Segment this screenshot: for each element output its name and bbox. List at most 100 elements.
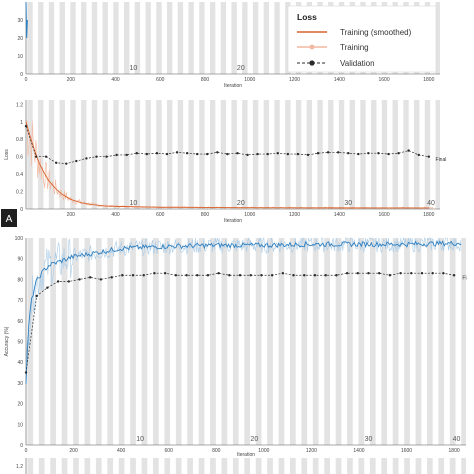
final-label: Fi xyxy=(462,275,466,281)
epoch-band xyxy=(335,458,342,474)
validation-point xyxy=(228,274,231,277)
validation-point xyxy=(417,153,420,157)
legend-label-training-smoothed: Training (smoothed) xyxy=(340,28,412,37)
epoch-band xyxy=(175,458,182,474)
epoch-band xyxy=(301,458,308,474)
validation-point xyxy=(387,152,390,156)
epoch-band xyxy=(232,238,239,445)
validation-point xyxy=(377,271,381,275)
validation-point xyxy=(442,271,445,275)
validation-point xyxy=(427,155,431,158)
validation-point xyxy=(185,274,188,277)
epoch-band xyxy=(59,2,65,74)
epoch-band xyxy=(107,458,114,474)
epoch-band xyxy=(424,100,431,209)
y-tick-label: 50 xyxy=(17,340,23,346)
epoch-band xyxy=(210,458,216,474)
epoch-band xyxy=(263,100,270,209)
validation-point xyxy=(110,276,113,279)
legend-label-validation: Validation xyxy=(340,59,375,68)
epoch-band xyxy=(145,100,151,209)
legend-marker-training xyxy=(309,44,315,50)
validation-point xyxy=(115,153,118,157)
epoch-band xyxy=(102,100,108,209)
tick-label: 1.2 xyxy=(16,464,23,470)
validation-point xyxy=(335,274,338,277)
y-tick-label: 80 xyxy=(17,277,23,283)
validation-point xyxy=(165,152,169,156)
epoch-band xyxy=(38,238,45,445)
epoch-band xyxy=(324,458,330,474)
epoch-band xyxy=(153,458,159,474)
epoch-band xyxy=(312,238,319,445)
y-tick-label: 0.4 xyxy=(16,172,23,178)
epoch-band xyxy=(404,458,410,474)
accuracy-chart: 0 200 400 600 800 1000 1200 1400 1600 1800 0 10 20 30… xyxy=(4,236,467,458)
axes xyxy=(25,100,440,210)
validation-point xyxy=(121,274,124,277)
x-tick-label: 600 xyxy=(156,212,165,218)
epoch-band xyxy=(198,458,205,474)
final-label: Final xyxy=(436,157,447,163)
validation-point xyxy=(125,153,128,157)
y-tick-label: 10 xyxy=(17,422,23,428)
validation-point xyxy=(347,151,350,155)
series-training-smoothed xyxy=(25,239,462,385)
validation-point xyxy=(238,274,242,277)
epoch-band xyxy=(244,458,251,474)
panel-label-box xyxy=(1,209,17,227)
x-tick-label: 1000 xyxy=(244,77,255,83)
epoch-band xyxy=(392,238,399,445)
x-tick-label: 0 xyxy=(25,448,28,454)
validation-point xyxy=(56,280,60,283)
epoch-band xyxy=(27,458,34,474)
validation-point xyxy=(24,371,28,374)
validation-point xyxy=(316,151,320,155)
validation-point xyxy=(431,271,434,275)
x-tick-label: 1000 xyxy=(258,448,269,454)
validation-point xyxy=(34,155,38,158)
validation-point xyxy=(153,271,156,275)
x-tick-label: 1600 xyxy=(378,77,389,83)
epoch-band xyxy=(38,458,45,474)
x-tick-label: 400 xyxy=(111,77,120,83)
validation-point xyxy=(367,271,370,275)
validation-point xyxy=(24,124,28,128)
y-axis-label: Loss xyxy=(4,149,10,160)
epoch-band xyxy=(267,238,273,445)
x-tick-label: 200 xyxy=(67,77,76,83)
axes xyxy=(25,238,466,446)
x-tick-label: 1400 xyxy=(334,212,345,218)
validation-point xyxy=(296,152,300,156)
panel-label-text: A xyxy=(6,214,13,225)
validation-point xyxy=(67,280,71,283)
epoch-label: 20 xyxy=(237,200,245,207)
epoch-band xyxy=(187,458,193,474)
epoch-band xyxy=(301,238,308,445)
epoch-label: 30 xyxy=(344,200,352,207)
epoch-band xyxy=(209,100,216,209)
epoch-band xyxy=(91,2,98,74)
legend-marker-validation xyxy=(309,60,315,66)
validation-point xyxy=(46,286,49,289)
epoch-band xyxy=(415,458,422,474)
validation-point xyxy=(216,151,219,154)
epoch-band xyxy=(107,238,114,445)
y-tick-label: 40 xyxy=(17,360,23,366)
x-tick-label: 600 xyxy=(165,448,174,454)
x-tick-label: 800 xyxy=(201,77,210,83)
epoch-band xyxy=(358,458,365,474)
epoch-band xyxy=(61,458,68,474)
validation-point xyxy=(196,274,199,277)
epoch-band xyxy=(124,2,130,74)
x-tick-label: 200 xyxy=(69,448,78,454)
x-tick-label: 1400 xyxy=(334,77,345,83)
epoch-band xyxy=(415,238,422,445)
epoch-band xyxy=(199,2,205,74)
x-tick-label: 800 xyxy=(201,212,210,218)
x-tick-label: 1200 xyxy=(289,77,300,83)
validation-point xyxy=(105,155,108,158)
validation-point xyxy=(306,153,310,157)
epoch-band xyxy=(113,2,119,74)
epoch-band xyxy=(118,238,125,445)
